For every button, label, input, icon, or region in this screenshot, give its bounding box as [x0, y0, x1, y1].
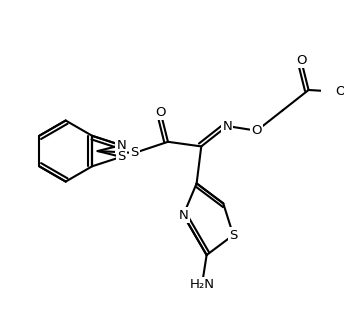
Text: O: O — [251, 124, 262, 137]
Text: O: O — [155, 106, 166, 119]
Text: N: N — [116, 139, 126, 152]
Text: S: S — [117, 150, 125, 163]
Text: S: S — [130, 146, 139, 159]
Text: O: O — [335, 85, 344, 98]
Text: N: N — [179, 209, 188, 222]
Text: N: N — [222, 120, 232, 133]
Text: O: O — [296, 54, 307, 67]
Text: H₂N: H₂N — [190, 278, 215, 291]
Text: S: S — [229, 229, 237, 241]
